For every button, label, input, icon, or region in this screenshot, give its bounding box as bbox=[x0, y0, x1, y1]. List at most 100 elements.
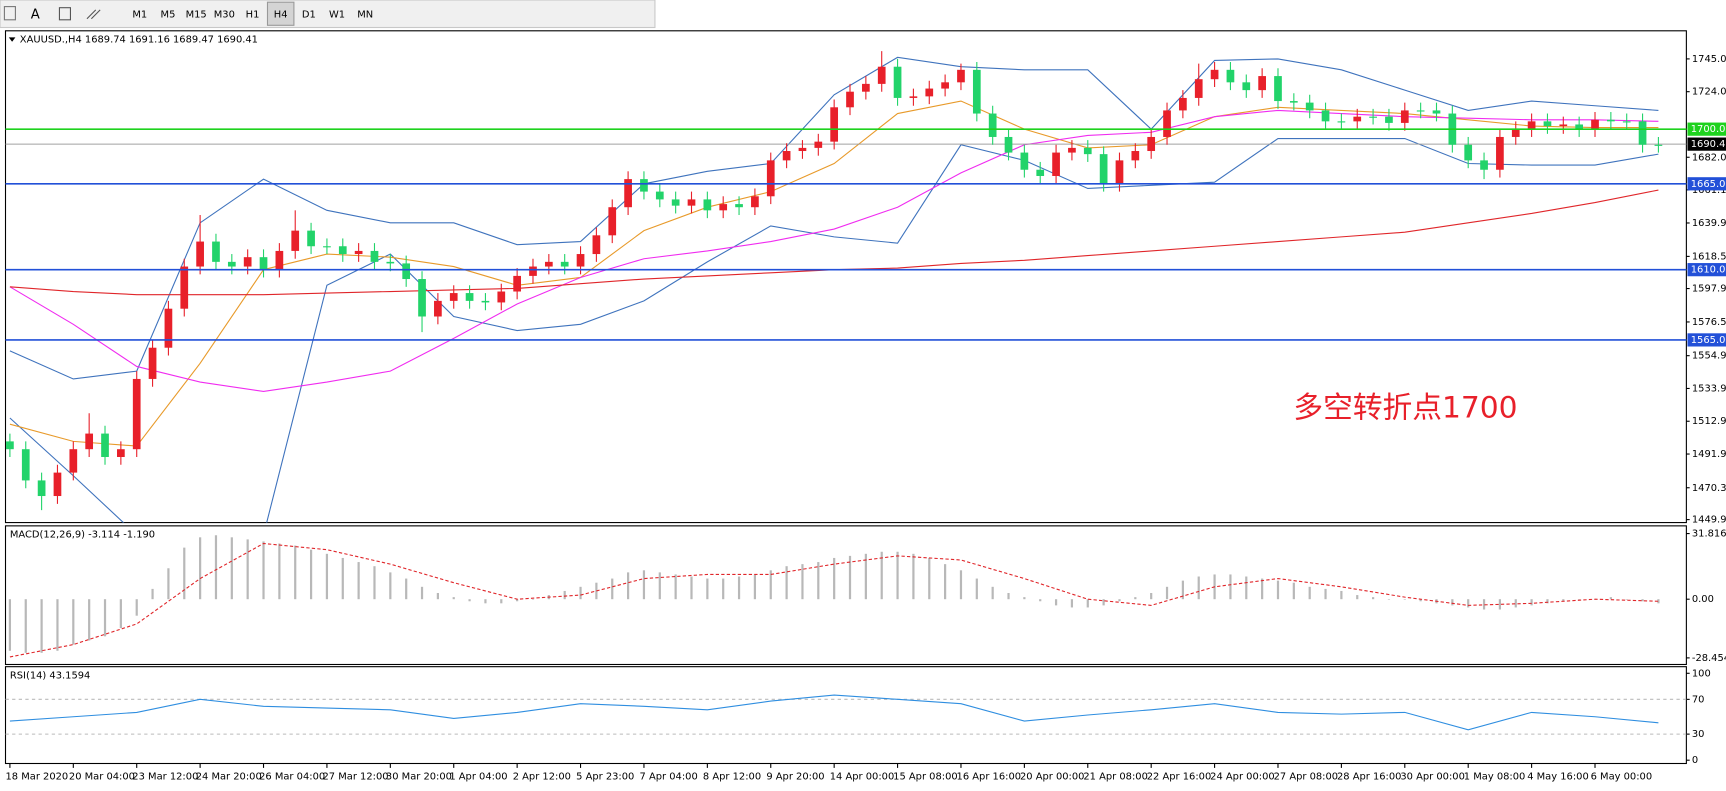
macd-bar bbox=[119, 599, 122, 629]
timeframe-button[interactable] bbox=[182, 2, 210, 26]
macd-bar bbox=[135, 599, 138, 616]
candle-body bbox=[529, 266, 537, 276]
rsi-title: RSI(14) 43.1594 bbox=[10, 670, 90, 681]
candle-body bbox=[6, 441, 14, 450]
label-tool[interactable] bbox=[58, 7, 71, 21]
level-label: 1700.00 bbox=[1691, 124, 1726, 135]
candle-body bbox=[1607, 119, 1615, 122]
timeframe-button[interactable] bbox=[154, 2, 182, 26]
timeframe-button[interactable] bbox=[295, 2, 323, 26]
candle-body bbox=[259, 257, 268, 270]
candle-body bbox=[576, 254, 585, 267]
draw-tool[interactable] bbox=[86, 9, 101, 20]
macd-bar bbox=[262, 541, 265, 600]
candle-body bbox=[1083, 147, 1092, 155]
macd-bar bbox=[357, 562, 360, 600]
macd-bar bbox=[1261, 578, 1264, 600]
macd-bar bbox=[1007, 593, 1010, 600]
macd-bar bbox=[801, 564, 804, 600]
macd-bar bbox=[563, 590, 566, 600]
candle-body bbox=[1274, 76, 1282, 102]
macd-bar bbox=[1578, 599, 1581, 600]
indicator-line bbox=[9, 109, 1659, 392]
candle-body bbox=[1036, 169, 1045, 176]
candle-body bbox=[354, 250, 363, 255]
y-tick-label: 1449.90 bbox=[1692, 515, 1726, 526]
macd-bar bbox=[8, 599, 12, 651]
text-tool[interactable]: A bbox=[31, 7, 40, 22]
x-tick-label: 6 May 00:00 bbox=[1591, 772, 1653, 783]
macd-bar bbox=[611, 578, 614, 600]
candle-body bbox=[1163, 110, 1171, 137]
macd-bar bbox=[1118, 599, 1121, 602]
macd-bar bbox=[864, 553, 867, 600]
candle-body bbox=[972, 69, 981, 114]
x-tick-label: 20 Apr 00:00 bbox=[1020, 772, 1085, 783]
macd-bar bbox=[373, 566, 376, 600]
candle-body bbox=[893, 66, 902, 98]
macd-bar bbox=[278, 543, 281, 600]
x-tick-label: 27 Mar 12:00 bbox=[323, 772, 389, 783]
timeframe-button[interactable] bbox=[352, 2, 379, 26]
macd-bar bbox=[1562, 599, 1565, 602]
macd-bar bbox=[389, 572, 392, 600]
timeframe-label[interactable]: H1 bbox=[246, 9, 260, 20]
macd-bar bbox=[24, 599, 27, 653]
x-tick-label: 16 Apr 16:00 bbox=[957, 772, 1022, 783]
timeframe-label[interactable]: M5 bbox=[161, 9, 176, 20]
candle-body bbox=[227, 261, 236, 267]
candle-body bbox=[925, 88, 934, 97]
candle-body bbox=[988, 113, 997, 137]
macd-bar bbox=[833, 557, 836, 600]
collapse-icon[interactable] bbox=[8, 37, 16, 42]
macd-bar bbox=[246, 539, 249, 600]
candle-body bbox=[1004, 136, 1013, 153]
timeframe-button[interactable] bbox=[211, 2, 238, 26]
macd-bar bbox=[1039, 599, 1042, 602]
macd-bar bbox=[1625, 599, 1628, 600]
macd-pane bbox=[4, 525, 1687, 666]
candle-body bbox=[164, 308, 173, 348]
candle-body bbox=[1638, 121, 1647, 145]
timeframe-button[interactable] bbox=[266, 1, 295, 26]
timeframe-label[interactable]: MN bbox=[357, 9, 373, 20]
macd-bar bbox=[452, 597, 455, 600]
timeframe-button[interactable] bbox=[126, 2, 154, 26]
timeframe-label[interactable]: D1 bbox=[302, 9, 316, 20]
macd-bar bbox=[912, 553, 915, 600]
y-tick-label: 1491.90 bbox=[1692, 449, 1726, 460]
candle-body bbox=[386, 261, 395, 264]
x-tick-label: 15 Apr 08:00 bbox=[893, 772, 958, 783]
candle-body bbox=[1099, 154, 1108, 184]
timeframe-button[interactable] bbox=[239, 2, 266, 26]
macd-bar bbox=[944, 564, 947, 600]
macd-bar bbox=[769, 570, 772, 600]
macd-bar bbox=[579, 586, 582, 600]
timeframe-label[interactable]: H4 bbox=[274, 9, 288, 20]
macd-bar bbox=[436, 593, 439, 600]
y-tick-label: 31.816 bbox=[1692, 529, 1726, 540]
candle-body bbox=[1480, 160, 1488, 170]
macd-bar bbox=[817, 562, 820, 600]
candle-body bbox=[1527, 121, 1536, 130]
timeframe-label[interactable]: W1 bbox=[329, 9, 345, 20]
candle-body bbox=[1210, 69, 1219, 80]
signal-line bbox=[9, 542, 1659, 658]
timeframe-button[interactable] bbox=[323, 2, 351, 26]
timeframe-label[interactable]: M30 bbox=[214, 9, 235, 20]
macd-bar bbox=[991, 586, 994, 600]
x-tick-label: 5 Apr 23:00 bbox=[576, 772, 634, 783]
candle-body bbox=[338, 246, 347, 255]
candle-body bbox=[513, 275, 521, 292]
y-tick-label: 0 bbox=[1692, 755, 1698, 766]
candle-body bbox=[148, 347, 157, 379]
x-tick-label: 21 Apr 08:00 bbox=[1083, 772, 1148, 783]
macd-bar bbox=[1292, 582, 1295, 600]
y-tick-label: 0.00 bbox=[1692, 594, 1714, 605]
annotation: 多空转折点1700 bbox=[1293, 391, 1517, 426]
timeframe-label[interactable]: M1 bbox=[132, 9, 147, 20]
timeframe-label[interactable]: M15 bbox=[186, 9, 207, 20]
candle-body bbox=[37, 480, 46, 497]
x-tick-label: 18 Mar 2020 bbox=[6, 772, 69, 783]
tool-icon[interactable] bbox=[3, 6, 16, 21]
